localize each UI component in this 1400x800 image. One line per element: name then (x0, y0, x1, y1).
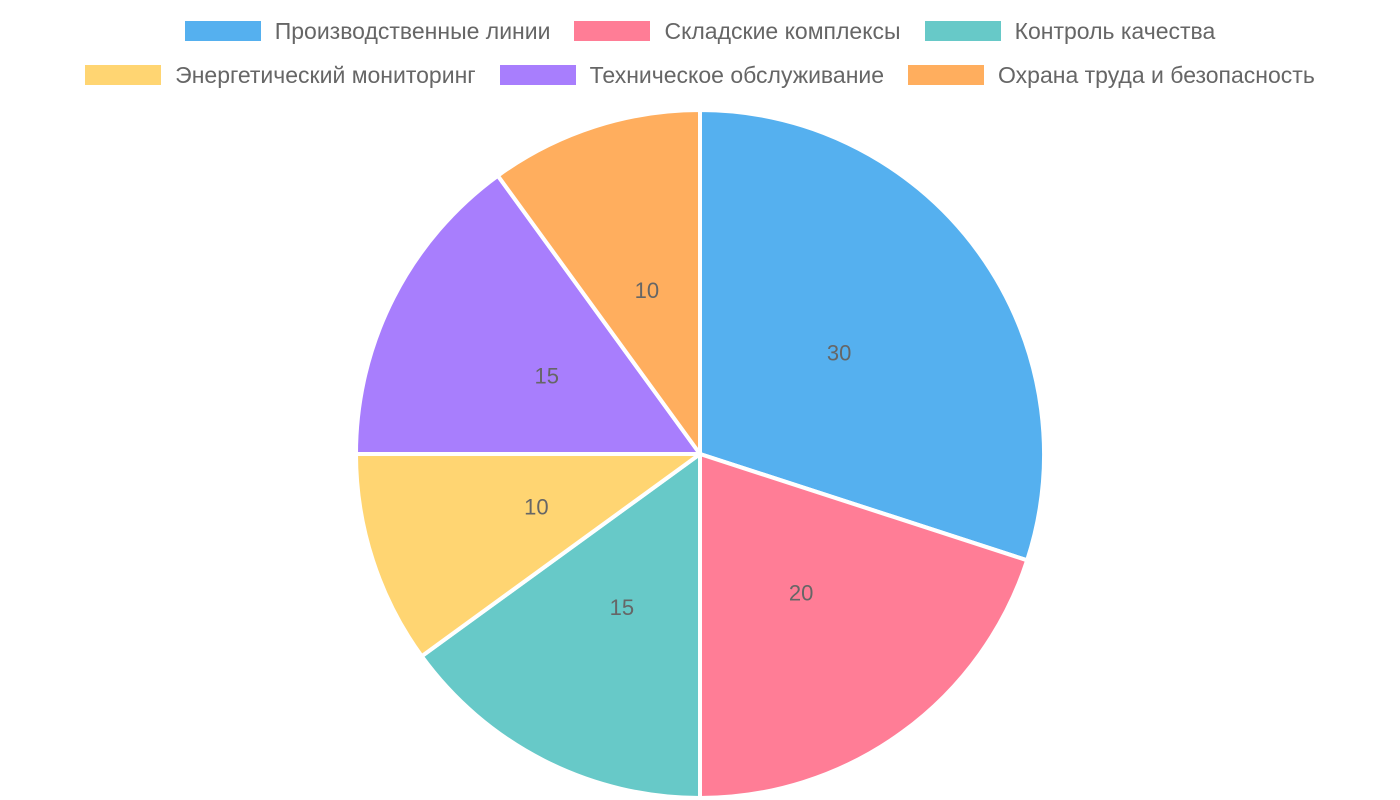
pie-slice[interactable] (354, 452, 702, 659)
slice-value-label: 15 (610, 595, 634, 620)
legend-item[interactable]: Охрана труда и безопасность (908, 61, 1315, 89)
legend-item[interactable]: Контроль качества (924, 17, 1216, 45)
legend-item[interactable]: Техническое обслуживание (499, 61, 885, 89)
legend-label: Охрана труда и безопасность (998, 62, 1315, 88)
pie-slice[interactable] (698, 452, 1030, 800)
pie-slice[interactable] (354, 173, 702, 456)
legend-row: Производственные линии Складские комплекс… (0, 17, 1400, 45)
legend-swatch (85, 65, 162, 85)
pie-slice[interactable] (419, 452, 702, 800)
legend-swatch (184, 21, 261, 41)
pie-slice[interactable] (698, 108, 1046, 563)
legend-swatch (574, 21, 651, 41)
legend-swatch (499, 65, 576, 85)
legend-label: Энергетический мониторинг (175, 62, 476, 88)
legend-item[interactable]: Энергетический мониторинг (85, 61, 476, 89)
slice-value-label: 15 (535, 363, 559, 388)
legend-item[interactable]: Складские комплексы (574, 17, 901, 45)
legend-row: Энергетический мониторинг Техническое обс… (0, 61, 1400, 89)
legend-swatch (908, 65, 985, 85)
legend-label: Производственные линии (274, 18, 551, 44)
slice-value-label: 30 (827, 340, 851, 365)
legend-label: Складские комплексы (664, 18, 901, 44)
legend-label: Контроль качества (1014, 18, 1216, 44)
legend-swatch (924, 21, 1001, 41)
slice-value-label: 10 (524, 495, 548, 520)
legend-item[interactable]: Производственные линии (184, 17, 551, 45)
slice-value-label: 20 (789, 581, 813, 606)
slice-value-label: 10 (635, 278, 659, 303)
legend-label: Техническое обслуживание (589, 62, 885, 88)
pie-slice[interactable] (495, 108, 702, 456)
